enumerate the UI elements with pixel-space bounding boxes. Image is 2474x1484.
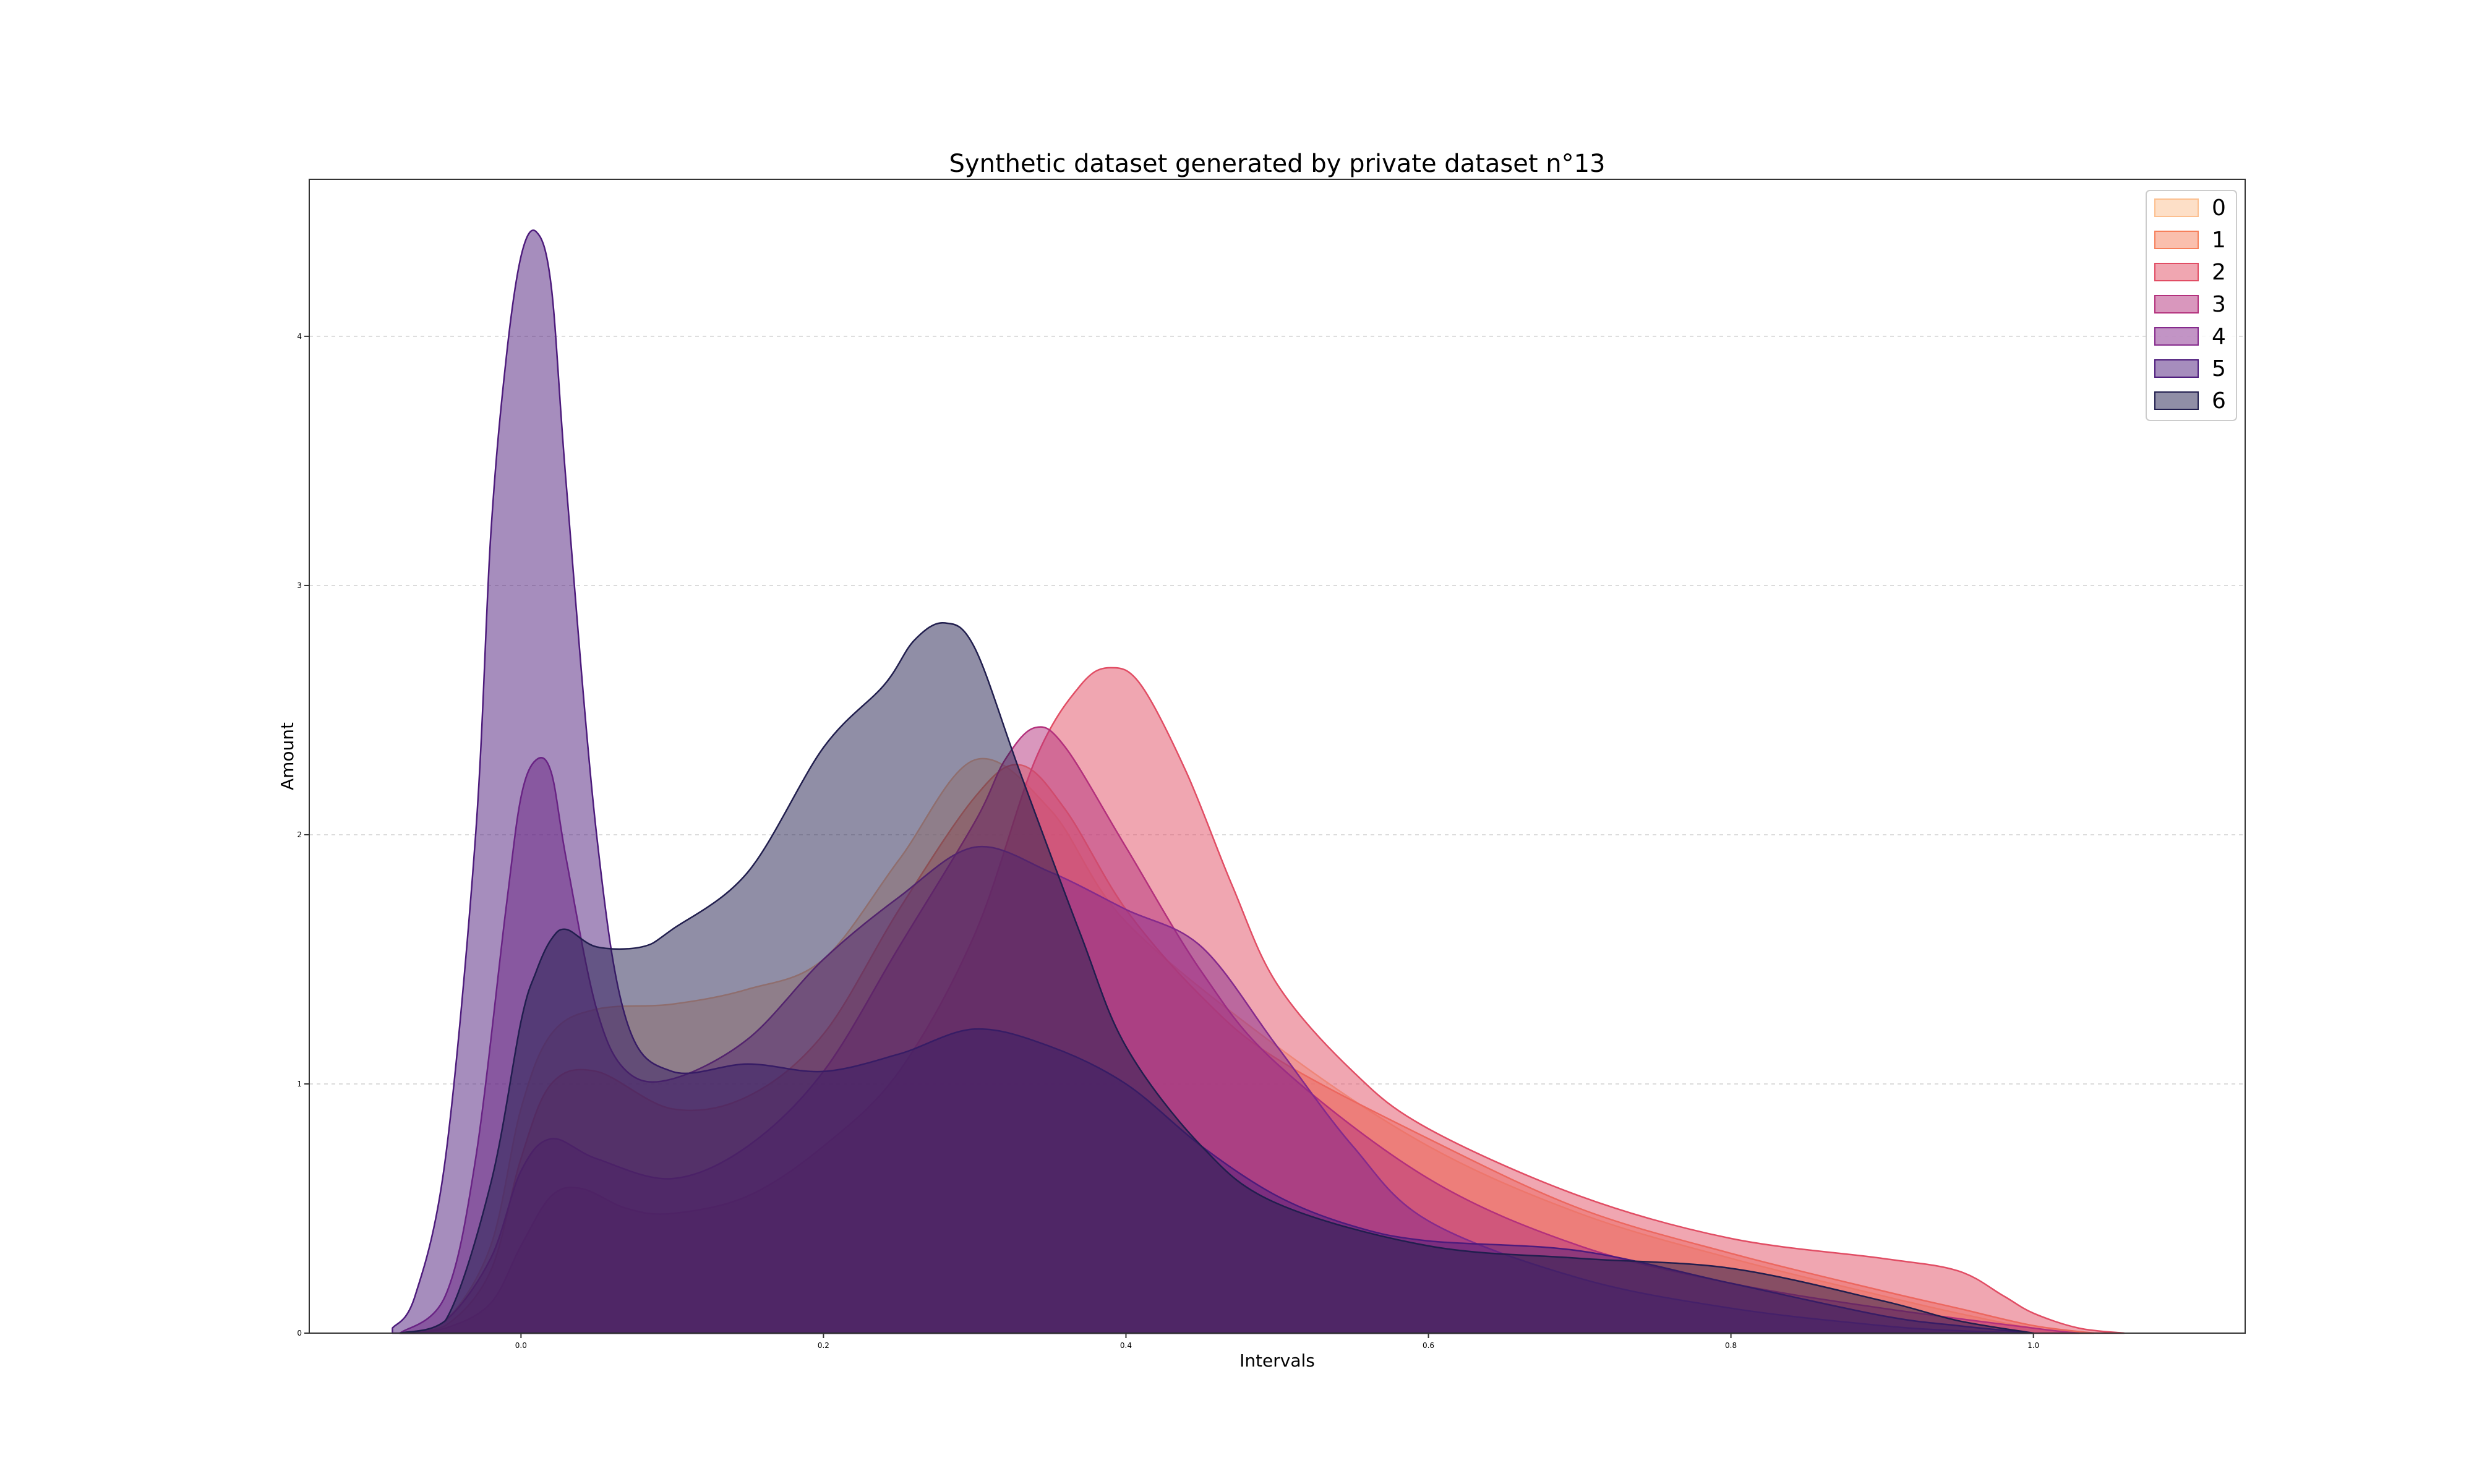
x-tick-label: 0.4 bbox=[1120, 1341, 1132, 1350]
legend-swatch-3 bbox=[2154, 295, 2199, 313]
chart-title: Synthetic dataset generated by private d… bbox=[949, 150, 1606, 178]
y-tick-label: 2 bbox=[297, 830, 302, 839]
legend-swatch-6 bbox=[2154, 391, 2199, 410]
x-axis-label: Intervals bbox=[1239, 1350, 1315, 1371]
legend-swatch-4 bbox=[2154, 327, 2199, 346]
legend-swatch-2 bbox=[2154, 263, 2199, 281]
y-tick-label: 0 bbox=[297, 1329, 302, 1337]
legend-label-0: 0 bbox=[2212, 195, 2226, 221]
x-tick-label: 0.2 bbox=[818, 1341, 829, 1350]
legend-label-5: 5 bbox=[2212, 356, 2226, 382]
y-tick-label: 4 bbox=[297, 332, 302, 341]
legend-label-1: 1 bbox=[2212, 228, 2226, 253]
plot-frame bbox=[309, 179, 2246, 1334]
legend-swatch-0 bbox=[2154, 198, 2199, 217]
legend-label-2: 2 bbox=[2212, 260, 2226, 285]
legend-label-6: 6 bbox=[2212, 388, 2226, 414]
legend: 0 1 2 3 4 5 6 bbox=[2146, 190, 2237, 421]
x-tick-label: 0.0 bbox=[515, 1341, 527, 1350]
legend-label-4: 4 bbox=[2212, 324, 2226, 349]
y-axis-ticks: 0 1 2 3 4 bbox=[297, 332, 309, 1337]
x-tick-label: 0.6 bbox=[1423, 1341, 1434, 1350]
x-tick-label: 1.0 bbox=[2027, 1341, 2039, 1350]
x-tick-label: 0.8 bbox=[1725, 1341, 1737, 1350]
y-tick-label: 1 bbox=[297, 1080, 302, 1088]
series-areas bbox=[392, 229, 2125, 1334]
legend-swatch-5 bbox=[2154, 359, 2199, 378]
y-axis-label: Amount bbox=[277, 722, 297, 790]
x-axis-ticks: 0.0 0.2 0.4 0.6 0.8 1.0 bbox=[515, 1333, 2039, 1350]
series-area-6 bbox=[399, 622, 2034, 1334]
legend-label-3: 3 bbox=[2212, 292, 2226, 317]
y-tick-label: 3 bbox=[297, 581, 302, 590]
legend-swatch-1 bbox=[2154, 231, 2199, 249]
